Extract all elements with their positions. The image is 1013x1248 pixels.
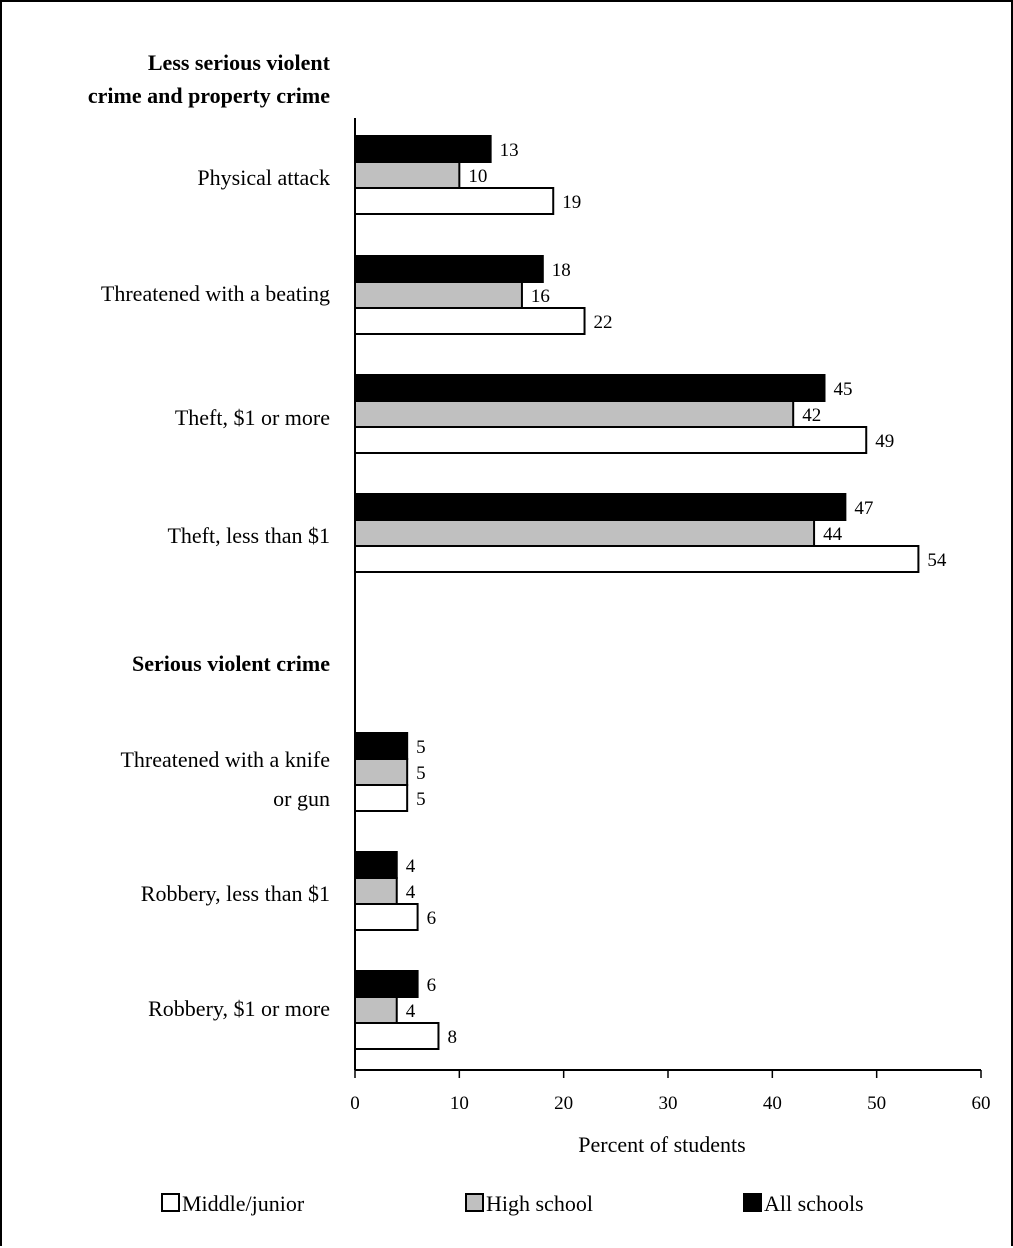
bar-threatened-with-a-beating-all <box>354 255 544 283</box>
group-heading: Serious violent crime <box>132 651 330 676</box>
data-label-robbery-1-or-more-high: 4 <box>406 1001 416 1022</box>
data-label-theft-1-or-more-high: 42 <box>802 405 821 426</box>
bar-robbery-1-or-more-high <box>354 996 398 1024</box>
legend-label-high: High school <box>486 1191 593 1216</box>
bar-physical-attack-all <box>354 135 492 163</box>
data-label-theft-1-or-more-middle: 49 <box>875 431 894 452</box>
data-label-theft-less-than-1-middle: 54 <box>927 550 947 571</box>
x-axis-title: Percent of students <box>578 1132 745 1157</box>
category-label-robbery-less-than-1: Robbery, less than $1 <box>141 881 330 906</box>
x-tick-label: 10 <box>450 1093 469 1114</box>
bar-theft-less-than-1-middle <box>354 545 920 573</box>
data-label-threatened-with-a-beating-high: 16 <box>531 286 550 307</box>
x-tick-label: 60 <box>972 1093 991 1114</box>
data-label-theft-1-or-more-all: 45 <box>834 379 853 400</box>
data-label-theft-less-than-1-all: 47 <box>854 498 873 519</box>
data-label-threatened-with-a-beating-middle: 22 <box>594 312 613 333</box>
bar-theft-less-than-1-all <box>354 493 847 521</box>
bar-theft-1-or-more-high <box>354 400 795 428</box>
x-tick-label: 0 <box>350 1093 360 1114</box>
data-label-robbery-1-or-more-all: 6 <box>427 975 437 996</box>
bar-threatened-with-a-knife-or-gun-all <box>354 732 409 760</box>
legend-label-all: All schools <box>764 1191 864 1216</box>
bar-theft-1-or-more-all <box>354 374 826 402</box>
bar-robbery-1-or-more-middle <box>354 1022 440 1050</box>
data-label-threatened-with-a-beating-all: 18 <box>552 260 571 281</box>
bar-theft-less-than-1-high <box>354 519 816 547</box>
bar-robbery-1-or-more-all <box>354 970 419 998</box>
data-label-robbery-1-or-more-middle: 8 <box>447 1027 457 1048</box>
legend-swatch-high <box>465 1193 484 1212</box>
category-label-theft-1-or-more: Theft, $1 or more <box>175 405 330 430</box>
legend-swatch-all <box>743 1193 762 1212</box>
data-label-robbery-less-than-1-middle: 6 <box>427 908 437 929</box>
category-label-robbery-1-or-more: Robbery, $1 or more <box>148 996 330 1021</box>
bar-physical-attack-middle <box>354 187 555 215</box>
bar-robbery-less-than-1-middle <box>354 903 419 931</box>
legend-swatch-middle <box>161 1193 180 1212</box>
bar-theft-1-or-more-middle <box>354 426 868 454</box>
group-heading: crime and property crime <box>88 83 330 108</box>
data-label-physical-attack-middle: 19 <box>562 192 581 213</box>
data-label-physical-attack-all: 13 <box>500 140 519 161</box>
group-heading: Less serious violent <box>148 50 331 75</box>
bar-threatened-with-a-knife-or-gun-middle <box>354 784 409 812</box>
data-label-physical-attack-high: 10 <box>468 166 487 187</box>
bar-robbery-less-than-1-high <box>354 877 398 905</box>
category-label-theft-less-than-1: Theft, less than $1 <box>167 523 330 548</box>
category-label-threatened-with-a-knife-or-gun: Threatened with a knife <box>120 747 330 772</box>
bar-threatened-with-a-knife-or-gun-high <box>354 758 409 786</box>
bar-physical-attack-high <box>354 161 461 189</box>
category-label-physical-attack: Physical attack <box>197 165 330 190</box>
bar-threatened-with-a-beating-middle <box>354 307 586 335</box>
data-label-threatened-with-a-knife-or-gun-all: 5 <box>416 737 426 758</box>
x-tick-label: 50 <box>867 1093 886 1114</box>
legend-label-middle: Middle/junior <box>182 1191 305 1216</box>
x-tick-label: 40 <box>763 1093 782 1114</box>
data-label-robbery-less-than-1-all: 4 <box>406 856 416 877</box>
x-tick-label: 30 <box>659 1093 678 1114</box>
bar-robbery-less-than-1-all <box>354 851 398 879</box>
x-tick-label: 20 <box>554 1093 573 1114</box>
data-label-threatened-with-a-knife-or-gun-high: 5 <box>416 763 426 784</box>
data-label-theft-less-than-1-high: 44 <box>823 524 843 545</box>
category-label-threatened-with-a-beating: Threatened with a beating <box>101 281 330 306</box>
data-label-threatened-with-a-knife-or-gun-middle: 5 <box>416 789 426 810</box>
bar-threatened-with-a-beating-high <box>354 281 523 309</box>
data-label-robbery-less-than-1-high: 4 <box>406 882 416 903</box>
category-label-threatened-with-a-knife-or-gun: or gun <box>273 786 330 811</box>
